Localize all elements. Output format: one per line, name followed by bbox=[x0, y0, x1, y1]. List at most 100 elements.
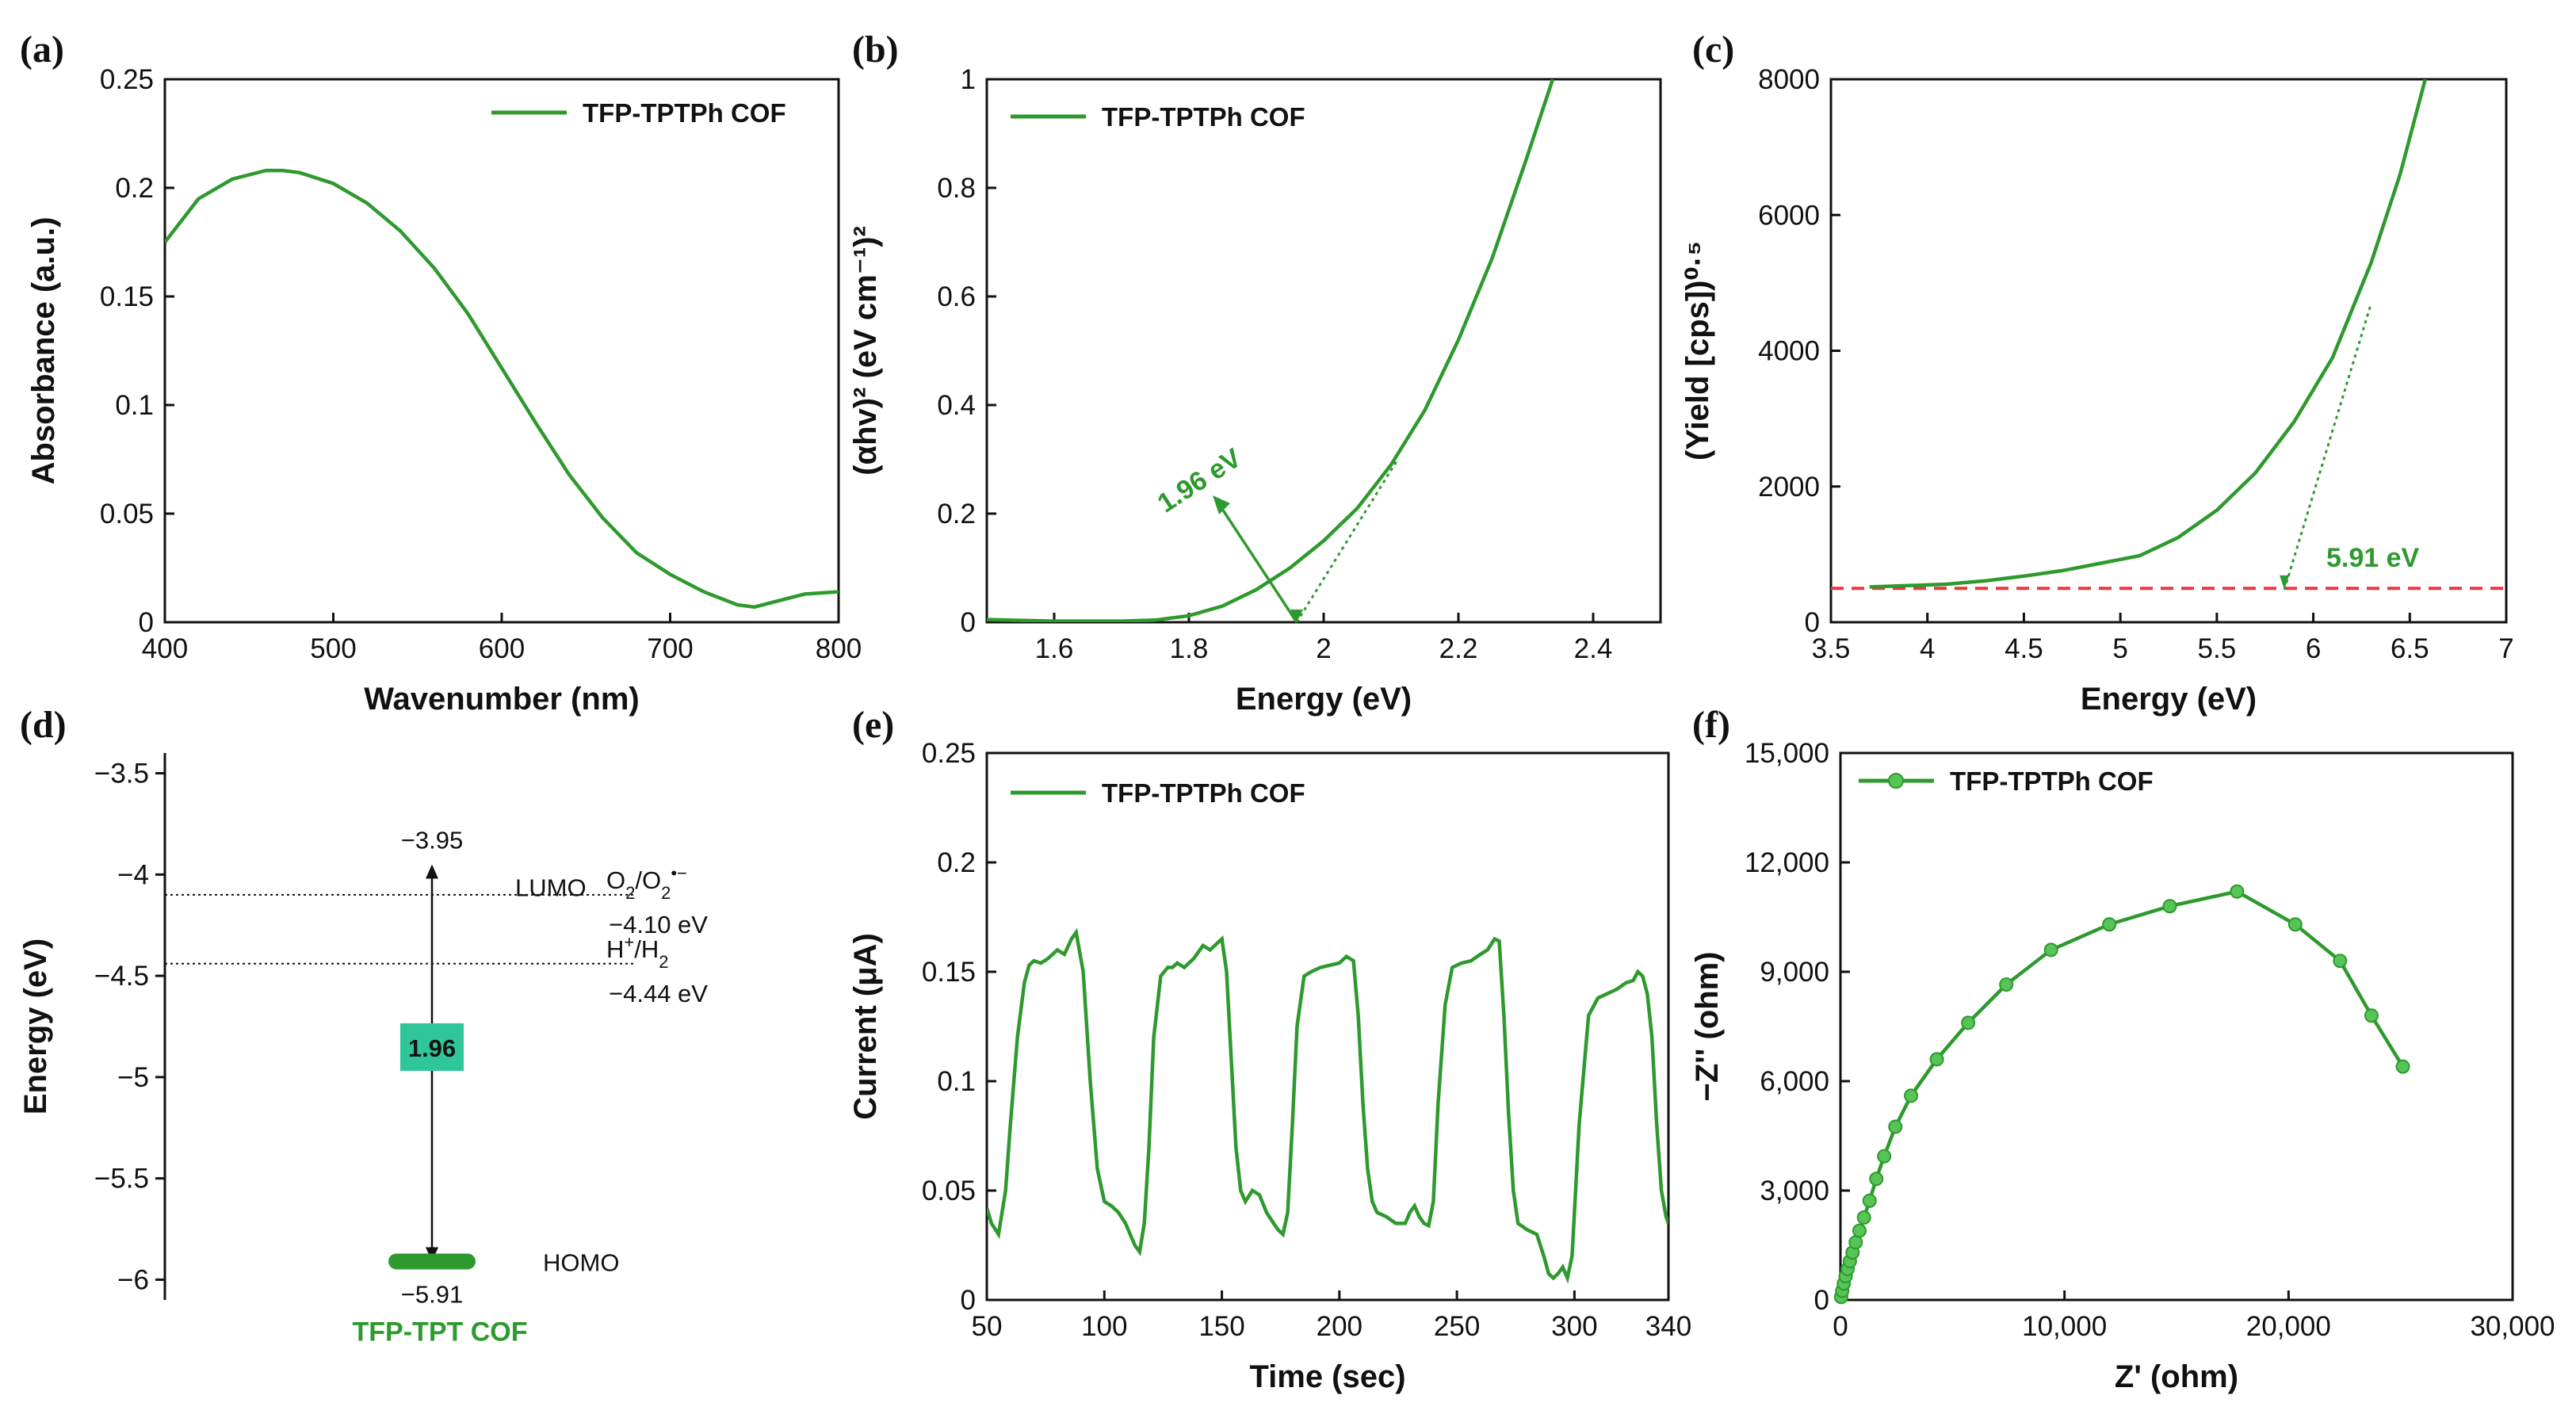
homo-label: HOMO bbox=[543, 1248, 619, 1276]
y-tick-label: 0.05 bbox=[922, 1175, 976, 1206]
legend-marker bbox=[1888, 773, 1904, 789]
intercept-arrow-head bbox=[1290, 610, 1303, 622]
annotation-label: 5.91 eV bbox=[2326, 543, 2420, 573]
x-tick-label: 6.5 bbox=[2391, 633, 2429, 664]
legend-label: TFP-TPTPh COF bbox=[583, 98, 786, 128]
annotation-arrow-head bbox=[1213, 495, 1230, 514]
plot-frame bbox=[163, 78, 840, 624]
y-axis-title: Energy (eV) bbox=[18, 938, 53, 1114]
gap-value: 1.96 bbox=[408, 1034, 456, 1062]
x-tick-label: 1.8 bbox=[1170, 633, 1209, 664]
y-tick-label: 0.25 bbox=[922, 738, 976, 769]
y-tick-label: −3.5 bbox=[94, 759, 149, 789]
data-point bbox=[1929, 1052, 1944, 1067]
y-tick-label: 0 bbox=[961, 607, 976, 638]
annotation-label: 1.96 eV bbox=[1152, 443, 1247, 519]
reference-level-value: −4.10 eV bbox=[609, 911, 708, 938]
data-point bbox=[2395, 1059, 2410, 1074]
data-point bbox=[1961, 1015, 1976, 1030]
y-tick-label: 0 bbox=[961, 1285, 976, 1316]
data-point bbox=[1848, 1235, 1863, 1250]
y-tick-label: 0.2 bbox=[937, 499, 976, 529]
panel-c: 3.5 4 4.5 5 5.5 6 6.5 7 0 2000 4000 6000 8000 Energy … bbox=[1680, 29, 2514, 717]
y-tick-label: 15,000 bbox=[1745, 738, 1829, 769]
y-tick-label: 4000 bbox=[1758, 336, 1820, 367]
x-tick-label: 800 bbox=[816, 633, 862, 664]
y-tick-label: −4.5 bbox=[94, 961, 149, 992]
panel-label: (a) bbox=[20, 29, 64, 71]
series-line bbox=[165, 168, 839, 610]
x-tick-label: 2.2 bbox=[1439, 633, 1478, 664]
y-tick-label: −5.5 bbox=[94, 1164, 149, 1195]
data-point bbox=[2162, 899, 2177, 914]
y-tick-label: 0 bbox=[1805, 607, 1820, 638]
data-point bbox=[1888, 1119, 1903, 1134]
panel-a: 400 500 600 700 800 0 0.05 0.1 0.15 0.2 0.25 Wavenu… bbox=[20, 29, 862, 717]
series-line bbox=[987, 79, 1555, 622]
x-tick-label: 6 bbox=[2306, 633, 2321, 664]
y-tick-label: −4 bbox=[117, 859, 149, 890]
x-tick-label: 20,000 bbox=[2246, 1311, 2331, 1342]
data-point bbox=[1856, 1210, 1871, 1225]
reference-level-label: O2/O2•− bbox=[606, 862, 687, 902]
y-tick-label: 12,000 bbox=[1745, 847, 1829, 878]
y-tick-label: 0.4 bbox=[937, 390, 976, 421]
x-tick-label: 10,000 bbox=[2022, 1311, 2107, 1342]
panel-label: (e) bbox=[852, 704, 894, 746]
panel-label: (d) bbox=[20, 704, 67, 746]
y-tick-label: −6 bbox=[117, 1264, 149, 1295]
x-tick-label: 600 bbox=[479, 633, 525, 664]
data-point bbox=[1852, 1223, 1867, 1238]
y-tick-label: 0.1 bbox=[115, 390, 154, 421]
y-tick-label: 1 bbox=[961, 64, 976, 95]
y-tick-label: 0.1 bbox=[937, 1066, 976, 1097]
x-axis-title: Time (sec) bbox=[1249, 1359, 1405, 1394]
data-point bbox=[1862, 1193, 1877, 1208]
x-tick-label: 5.5 bbox=[2198, 633, 2237, 664]
legend-label: TFP-TPTPh COF bbox=[1950, 766, 2154, 796]
panel-b: 1.6 1.8 2 2.2 2.4 0 0.2 0.4 0.6 0.8 1 Energy (eV) (α… bbox=[848, 29, 1662, 717]
y-tick-label: 6000 bbox=[1758, 200, 1820, 231]
y-tick-label: 0.15 bbox=[922, 957, 976, 988]
y-tick-label: 3,000 bbox=[1760, 1175, 1829, 1206]
x-tick-label: 500 bbox=[310, 633, 356, 664]
lumo-label: LUMO bbox=[515, 874, 587, 902]
x-tick-label: 7 bbox=[2498, 633, 2513, 664]
x-tick-label: 2 bbox=[1316, 633, 1331, 664]
legend-label: TFP-TPTPh COF bbox=[1102, 778, 1305, 808]
x-tick-label: 0 bbox=[1833, 1311, 1848, 1342]
y-tick-label: 0.05 bbox=[100, 499, 154, 529]
x-tick-label: 4 bbox=[1920, 633, 1935, 664]
x-tick-label: 2.4 bbox=[1574, 633, 1613, 664]
gap-box bbox=[400, 1023, 464, 1071]
y-tick-label: 0.6 bbox=[937, 281, 976, 312]
x-tick-label: 400 bbox=[142, 633, 188, 664]
annotation-arrow bbox=[1216, 501, 1298, 623]
y-tick-label: 9,000 bbox=[1760, 957, 1829, 988]
x-tick-label: 200 bbox=[1317, 1311, 1363, 1342]
y-axis-title: Current (μA) bbox=[848, 933, 883, 1120]
x-tick-label: 100 bbox=[1081, 1311, 1127, 1342]
data-point bbox=[1877, 1149, 1892, 1164]
series-line bbox=[987, 927, 1668, 1284]
x-tick-label: 50 bbox=[972, 1311, 1003, 1342]
y-axis-title: (αhv)² (eV cm⁻¹)² bbox=[848, 226, 883, 476]
x-tick-label: 340 bbox=[1645, 1311, 1691, 1342]
legend-label: TFP-TPTPh COF bbox=[1102, 102, 1305, 132]
x-axis-title: Energy (eV) bbox=[2081, 682, 2257, 717]
data-point bbox=[1999, 977, 2014, 992]
material-label: TFP-TPT COF bbox=[353, 1317, 528, 1347]
data-point bbox=[2102, 917, 2117, 932]
y-tick-label: 0.2 bbox=[115, 173, 154, 204]
y-tick-label: 8000 bbox=[1758, 64, 1820, 95]
x-tick-label: 250 bbox=[1434, 1311, 1480, 1342]
series-line bbox=[1840, 889, 2405, 1298]
y-axis-title: −Z'' (ohm) bbox=[1690, 951, 1725, 1101]
x-tick-label: 1.6 bbox=[1035, 633, 1074, 664]
reference-level-value: −4.44 eV bbox=[609, 980, 708, 1007]
homo-value: −5.91 bbox=[401, 1280, 463, 1308]
x-tick-label: 5 bbox=[2112, 633, 2127, 664]
data-point bbox=[2287, 917, 2303, 932]
panel-label: (f) bbox=[1692, 704, 1730, 746]
